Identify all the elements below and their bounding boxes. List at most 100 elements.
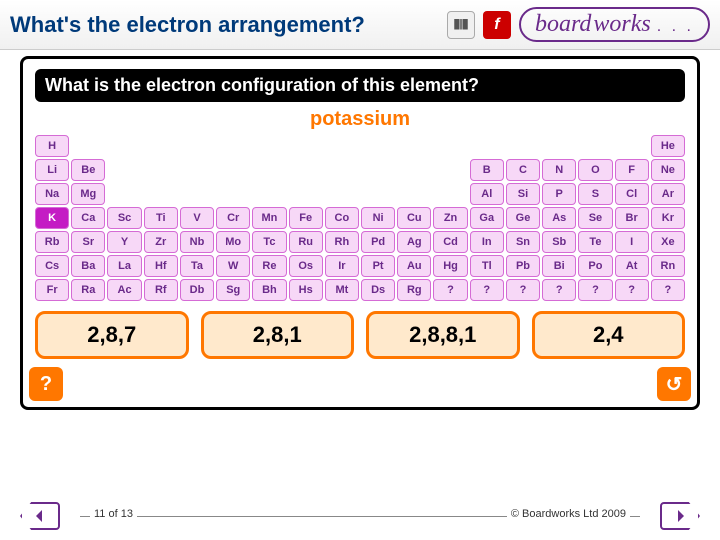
- element-cell-db[interactable]: Db: [180, 279, 214, 301]
- element-cell-sr[interactable]: Sr: [71, 231, 105, 253]
- element-cell-ti[interactable]: Ti: [144, 207, 178, 229]
- element-cell-li[interactable]: Li: [35, 159, 69, 181]
- flash-icon[interactable]: f: [483, 11, 511, 39]
- element-cell-po[interactable]: Po: [578, 255, 612, 277]
- element-cell-ga[interactable]: Ga: [470, 207, 504, 229]
- element-cell-c[interactable]: C: [506, 159, 540, 181]
- element-cell-cl[interactable]: Cl: [615, 183, 649, 205]
- element-cell-rf[interactable]: Rf: [144, 279, 178, 301]
- help-button[interactable]: ?: [29, 367, 63, 401]
- answer-button-3[interactable]: 2,8,8,1: [366, 311, 520, 359]
- element-cell-ta[interactable]: Ta: [180, 255, 214, 277]
- element-cell-?[interactable]: ?: [542, 279, 576, 301]
- element-cell-al[interactable]: Al: [470, 183, 504, 205]
- element-cell-pt[interactable]: Pt: [361, 255, 395, 277]
- element-cell-bi[interactable]: Bi: [542, 255, 576, 277]
- element-cell-as[interactable]: As: [542, 207, 576, 229]
- element-cell-zr[interactable]: Zr: [144, 231, 178, 253]
- element-cell-hf[interactable]: Hf: [144, 255, 178, 277]
- element-cell-la[interactable]: La: [107, 255, 141, 277]
- element-cell-rg[interactable]: Rg: [397, 279, 431, 301]
- answer-button-4[interactable]: 2,4: [532, 311, 686, 359]
- element-cell-tc[interactable]: Tc: [252, 231, 286, 253]
- element-cell-rn[interactable]: Rn: [651, 255, 685, 277]
- element-cell-y[interactable]: Y: [107, 231, 141, 253]
- element-cell-n[interactable]: N: [542, 159, 576, 181]
- element-cell-hg[interactable]: Hg: [433, 255, 467, 277]
- element-cell-?[interactable]: ?: [506, 279, 540, 301]
- element-cell-ne[interactable]: Ne: [651, 159, 685, 181]
- element-cell-ar[interactable]: Ar: [651, 183, 685, 205]
- element-cell-mo[interactable]: Mo: [216, 231, 250, 253]
- element-cell-cu[interactable]: Cu: [397, 207, 431, 229]
- element-cell-f[interactable]: F: [615, 159, 649, 181]
- reset-button[interactable]: ↺: [657, 367, 691, 401]
- element-cell-ra[interactable]: Ra: [71, 279, 105, 301]
- element-cell-ca[interactable]: Ca: [71, 207, 105, 229]
- element-cell-fe[interactable]: Fe: [289, 207, 323, 229]
- element-cell-ni[interactable]: Ni: [361, 207, 395, 229]
- element-cell-hs[interactable]: Hs: [289, 279, 323, 301]
- element-cell-cr[interactable]: Cr: [216, 207, 250, 229]
- element-cell-he[interactable]: He: [651, 135, 685, 157]
- element-cell-cs[interactable]: Cs: [35, 255, 69, 277]
- element-cell-at[interactable]: At: [615, 255, 649, 277]
- element-cell-tl[interactable]: Tl: [470, 255, 504, 277]
- element-cell-xe[interactable]: Xe: [651, 231, 685, 253]
- element-cell-rh[interactable]: Rh: [325, 231, 359, 253]
- element-cell-ba[interactable]: Ba: [71, 255, 105, 277]
- element-cell-si[interactable]: Si: [506, 183, 540, 205]
- answer-button-1[interactable]: 2,8,7: [35, 311, 189, 359]
- element-cell-i[interactable]: I: [615, 231, 649, 253]
- element-cell-mn[interactable]: Mn: [252, 207, 286, 229]
- element-cell-pb[interactable]: Pb: [506, 255, 540, 277]
- element-cell-ru[interactable]: Ru: [289, 231, 323, 253]
- element-cell-?[interactable]: ?: [433, 279, 467, 301]
- element-cell-b[interactable]: B: [470, 159, 504, 181]
- element-cell-ge[interactable]: Ge: [506, 207, 540, 229]
- element-cell-v[interactable]: V: [180, 207, 214, 229]
- prev-button[interactable]: [20, 502, 60, 530]
- element-cell-w[interactable]: W: [216, 255, 250, 277]
- element-cell-au[interactable]: Au: [397, 255, 431, 277]
- element-cell-ir[interactable]: Ir: [325, 255, 359, 277]
- element-cell-cd[interactable]: Cd: [433, 231, 467, 253]
- element-cell-sg[interactable]: Sg: [216, 279, 250, 301]
- element-cell-te[interactable]: Te: [578, 231, 612, 253]
- element-cell-sn[interactable]: Sn: [506, 231, 540, 253]
- element-cell-na[interactable]: Na: [35, 183, 69, 205]
- element-cell-se[interactable]: Se: [578, 207, 612, 229]
- element-cell-?[interactable]: ?: [615, 279, 649, 301]
- element-cell-s[interactable]: S: [578, 183, 612, 205]
- element-cell-be[interactable]: Be: [71, 159, 105, 181]
- element-cell-ac[interactable]: Ac: [107, 279, 141, 301]
- element-cell-nb[interactable]: Nb: [180, 231, 214, 253]
- element-cell-?[interactable]: ?: [470, 279, 504, 301]
- element-cell-ag[interactable]: Ag: [397, 231, 431, 253]
- element-cell-kr[interactable]: Kr: [651, 207, 685, 229]
- element-cell-h[interactable]: H: [35, 135, 69, 157]
- element-cell-in[interactable]: In: [470, 231, 504, 253]
- element-cell-zn[interactable]: Zn: [433, 207, 467, 229]
- element-cell-k[interactable]: K: [35, 207, 69, 229]
- element-cell-co[interactable]: Co: [325, 207, 359, 229]
- element-cell-rb[interactable]: Rb: [35, 231, 69, 253]
- element-cell-?[interactable]: ?: [578, 279, 612, 301]
- element-cell-mg[interactable]: Mg: [71, 183, 105, 205]
- answer-button-2[interactable]: 2,8,1: [201, 311, 355, 359]
- element-cell-o[interactable]: O: [578, 159, 612, 181]
- element-cell-ds[interactable]: Ds: [361, 279, 395, 301]
- element-cell-fr[interactable]: Fr: [35, 279, 69, 301]
- element-cell-bh[interactable]: Bh: [252, 279, 286, 301]
- element-cell-re[interactable]: Re: [252, 255, 286, 277]
- element-cell-sc[interactable]: Sc: [107, 207, 141, 229]
- element-cell-sb[interactable]: Sb: [542, 231, 576, 253]
- element-cell-os[interactable]: Os: [289, 255, 323, 277]
- element-cell-?[interactable]: ?: [651, 279, 685, 301]
- element-cell-p[interactable]: P: [542, 183, 576, 205]
- next-button[interactable]: [660, 502, 700, 530]
- element-cell-pd[interactable]: Pd: [361, 231, 395, 253]
- element-cell-br[interactable]: Br: [615, 207, 649, 229]
- book-icon[interactable]: [447, 11, 475, 39]
- element-cell-mt[interactable]: Mt: [325, 279, 359, 301]
